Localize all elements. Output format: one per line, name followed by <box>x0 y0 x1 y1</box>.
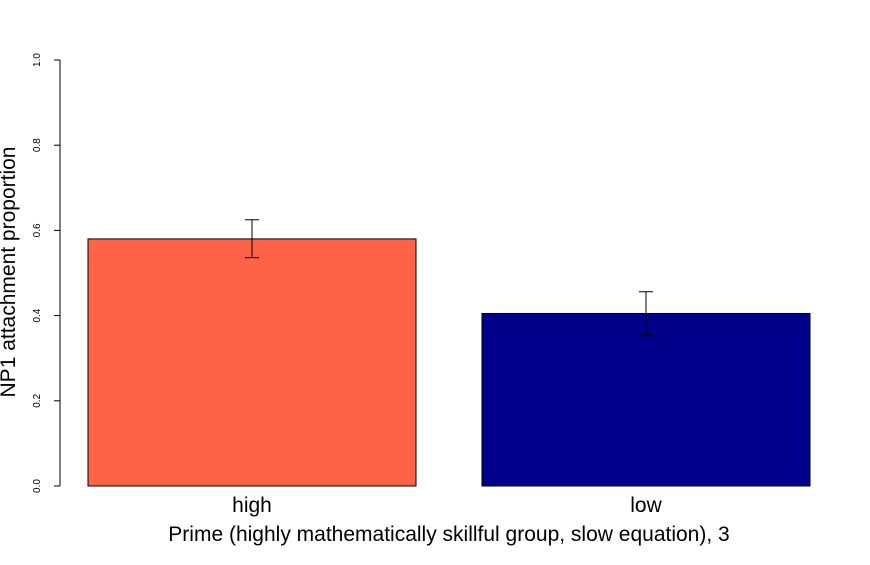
x-tick-label-low: low <box>630 494 662 517</box>
x-axis-labels: high low <box>232 494 662 517</box>
bar-low <box>481 312 811 487</box>
bar-high <box>87 238 417 487</box>
y-tick-label: 0.0 <box>32 479 43 493</box>
x-axis-title: Prime (highly mathematically skillful gr… <box>168 523 729 546</box>
y-tick-label: 0.8 <box>32 138 43 152</box>
x-tick-label-high: high <box>232 494 272 517</box>
y-tick-label: 1.0 <box>32 53 43 67</box>
y-axis-title: NP1 attachment proportion <box>0 147 20 398</box>
y-tick-label: 0.4 <box>32 308 43 322</box>
y-axis: 0.0 0.2 0.4 0.6 0.8 1.0 <box>32 53 61 493</box>
y-tick-label: 0.6 <box>32 223 43 237</box>
bars <box>87 238 811 487</box>
y-tick-label: 0.2 <box>32 393 43 407</box>
error-bars <box>245 219 653 336</box>
